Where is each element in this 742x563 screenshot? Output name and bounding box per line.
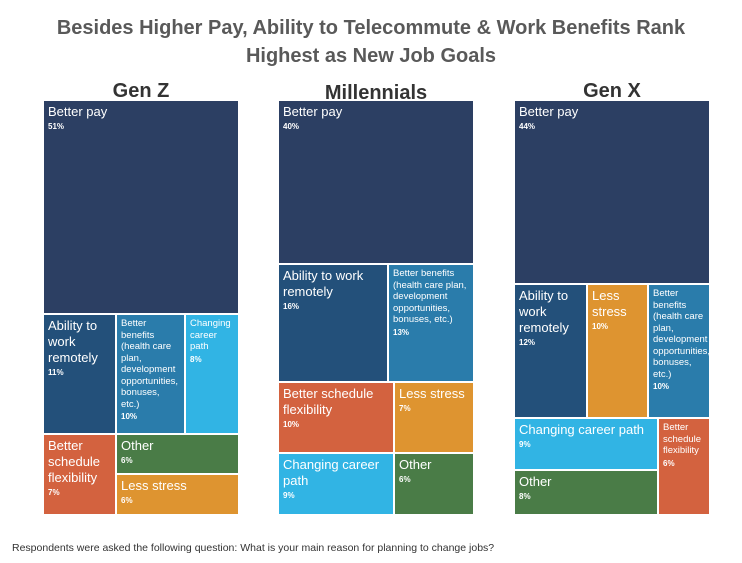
tile-less-stress: Less stress 6% [116,474,239,515]
tile-value: 7% [48,488,60,497]
tile-value: 40% [283,122,300,131]
tile-value: 7% [399,404,411,413]
treemap-gen-x: Better pay 44% Ability to work remotely 12%… [514,100,710,515]
tile-value: 6% [663,458,675,468]
tile-label: Ability to work remotely [519,288,569,335]
tile-ability-to-work-remotely: Ability to work remotely 12% [514,284,587,418]
tile-label: Better schedule flexibility [663,422,702,456]
tile-value: 12% [519,338,536,347]
tile-label: Better schedule flexibility [48,438,101,485]
panel-title-gen-z: Gen Z [112,80,170,102]
tile-other: Other 8% [514,470,658,515]
tile-value: 10% [653,382,670,391]
tile-label: Less stress [592,288,627,319]
tile-value: 44% [519,122,536,131]
panel-title-gen-x: Gen X [583,80,641,102]
tile-less-stress: Less stress 7% [394,382,474,453]
tile-value: 11% [48,368,64,377]
tile-label: Better pay [48,104,108,119]
tile-better-pay: Better pay 44% [514,100,710,284]
tile-label: Changing career path [519,422,645,437]
tile-value: 6% [121,456,133,465]
tile-label: Less stress [399,386,465,401]
tile-value: 6% [121,496,133,505]
tile-label: Ability to work remotely [48,318,98,365]
treemap-millennials: Better pay 40% Ability to work remotely 16%… [278,100,474,515]
tile-other: Other 6% [116,434,239,474]
tile-value: 10% [121,412,138,421]
tile-label: Less stress [121,478,187,493]
tile-other: Other 6% [394,453,474,515]
tile-better-benefits: Better benefits (health care plan, devel… [648,284,710,418]
tile-ability-to-work-remotely: Ability to work remotely 11% [43,314,116,434]
tile-label: Changing career path [283,457,380,488]
tile-better-schedule-flexibility: Better schedule flexibility 10% [278,382,394,453]
tile-value: 16% [283,302,300,311]
tile-changing-career-path: Changing career path 9% [514,418,658,470]
tile-label: Better pay [283,104,343,119]
tile-better-pay: Better pay 40% [278,100,474,264]
treemap-gen-z: Better pay 51% Ability to work remotely 11%… [43,100,239,515]
tile-label: Ability to work remotely [283,268,364,299]
tile-changing-career-path: Changing career path 9% [278,453,394,515]
footnote: Respondents were asked the following que… [12,542,495,554]
tile-value: 8% [190,354,202,364]
tile-label: Other [121,438,154,453]
tile-less-stress: Less stress 10% [587,284,648,418]
tile-value: 8% [519,492,531,501]
tile-value: 6% [399,475,411,484]
tile-better-schedule-flexibility: Better schedule flexibility 7% [43,434,116,515]
tile-value: 13% [393,327,410,337]
tile-ability-to-work-remotely: Ability to work remotely 16% [278,264,388,382]
tile-value: 9% [519,440,531,449]
tile-label: Better benefits (health care plan, devel… [121,318,179,410]
chart-title-line2: Highest as New Job Goals [245,45,497,67]
tile-label: Better pay [519,104,579,119]
tile-value: 10% [592,322,609,331]
tile-label: Better benefits (health care plan, devel… [653,288,710,380]
tile-better-benefits: Better benefits (health care plan, devel… [388,264,474,382]
tile-value: 9% [283,491,295,500]
tile-label: Better benefits (health care plan, devel… [393,268,467,325]
chart-title: Besides Higher Pay, Ability to Telecommu… [0,14,742,70]
tile-label: Changing career path [190,318,231,352]
tile-changing-career-path: Changing career path 8% [185,314,239,434]
tile-label: Other [399,457,432,472]
tile-better-pay: Better pay 51% [43,100,239,314]
chart-title-line1: Besides Higher Pay, Ability to Telecommu… [56,17,686,39]
tile-value: 10% [283,420,300,429]
tile-better-schedule-flexibility: Better schedule flexibility 6% [658,418,710,515]
tile-label: Other [519,474,552,489]
tile-value: 51% [48,122,65,131]
tile-label: Better schedule flexibility [283,386,374,417]
tile-better-benefits: Better benefits (health care plan, devel… [116,314,185,434]
panel-title-millennials: Millennials [324,82,428,104]
